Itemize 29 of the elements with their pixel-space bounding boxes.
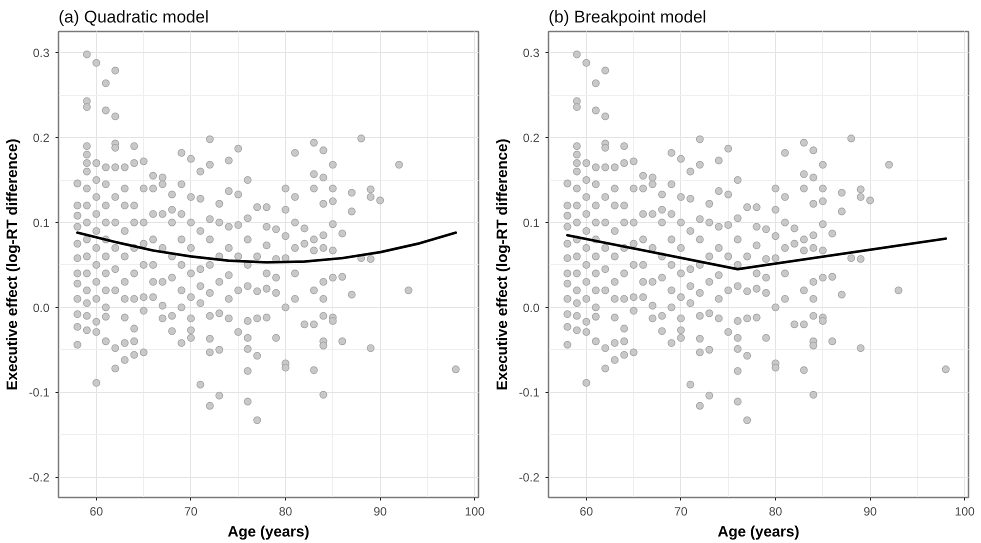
y-tick-label: 0.3 — [522, 46, 540, 60]
y-tick-label: 0.2 — [32, 131, 50, 146]
y-tick-label: 0.0 — [32, 300, 50, 315]
x-tick-label: 70 — [184, 504, 198, 518]
y-tick-label: 0.0 — [522, 300, 540, 315]
y-tick-label: 0.3 — [32, 46, 50, 60]
x-tick-label: 60 — [90, 504, 104, 518]
y-tick-label: -0.1 — [28, 386, 50, 400]
y-tick-label: -0.2 — [518, 470, 540, 485]
x-tick-label: 100 — [954, 504, 976, 518]
y-tick-label: -0.2 — [28, 470, 50, 485]
x-tick-label: 90 — [373, 504, 388, 518]
y-axis-title: Executive effect (log-RT difference) — [494, 138, 511, 390]
x-tick-label: 80 — [768, 504, 783, 518]
chart-title: (a) Quadratic model — [58, 8, 209, 26]
x-tick-label: 70 — [674, 504, 688, 518]
x-axis-title: Age (years) — [228, 524, 310, 540]
y-tick-label: 0.1 — [522, 216, 540, 230]
line-series — [76, 231, 458, 264]
x-tick-label: 100 — [464, 504, 486, 518]
y-tick-label: -0.1 — [518, 386, 540, 400]
chart-title: (b) Breakpoint model — [548, 8, 706, 26]
x-tick-label: 80 — [278, 504, 293, 518]
x-tick-label: 60 — [580, 504, 594, 518]
y-axis-title: Executive effect (log-RT difference) — [4, 138, 21, 390]
x-axis-title: Age (years) — [718, 524, 800, 540]
y-tick-label: 0.2 — [522, 131, 540, 146]
x-tick-label: 90 — [863, 504, 878, 518]
y-tick-label: 0.1 — [32, 216, 50, 230]
